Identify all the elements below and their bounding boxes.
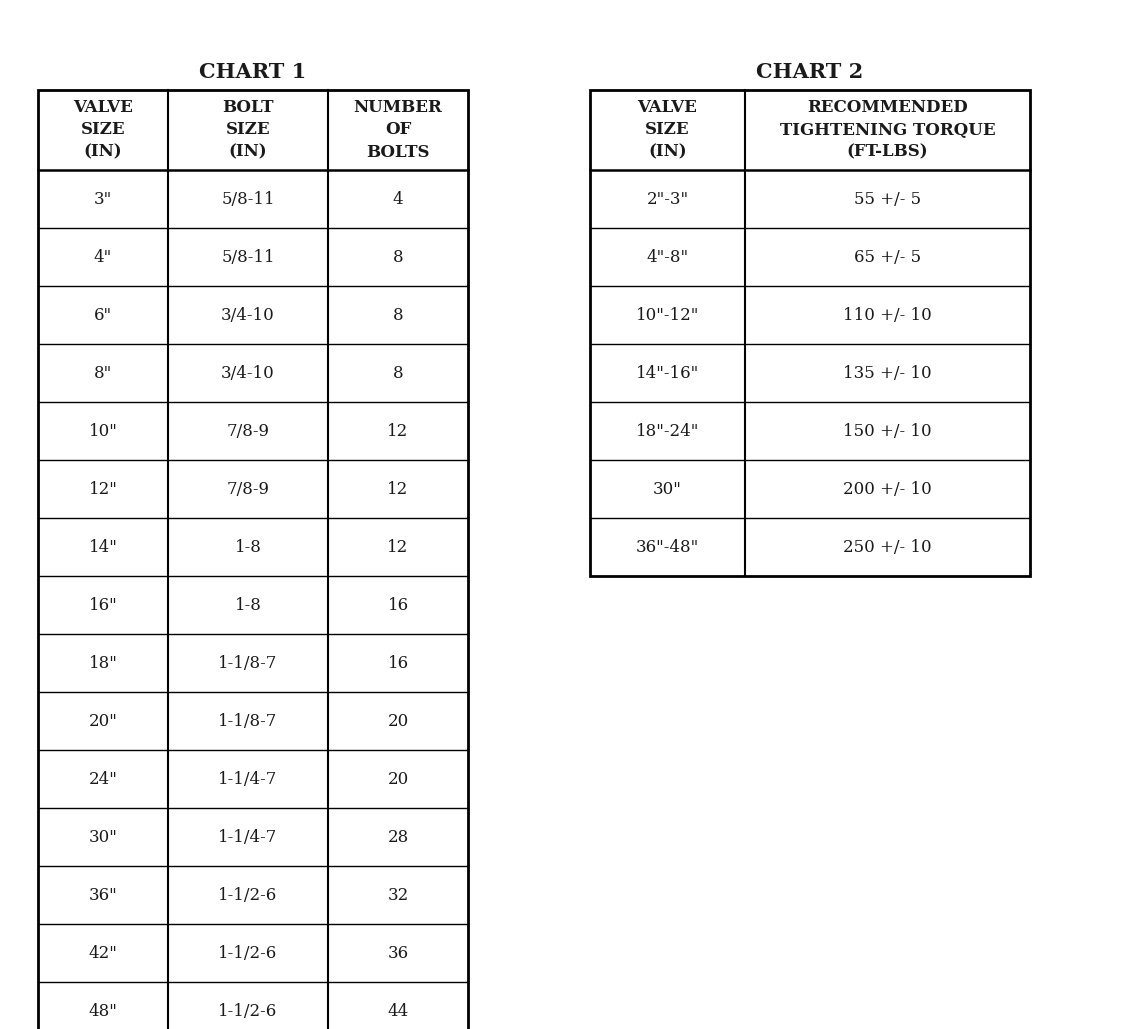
- Text: 1-1/4-7: 1-1/4-7: [218, 828, 277, 846]
- Text: NUMBER
OF
BOLTS: NUMBER OF BOLTS: [354, 100, 442, 161]
- Text: 5/8-11: 5/8-11: [221, 190, 275, 208]
- Text: 7/8-9: 7/8-9: [227, 481, 270, 497]
- Text: 135 +/- 10: 135 +/- 10: [843, 364, 932, 382]
- Text: RECOMMENDED
TIGHTENING TORQUE
(FT-LBS): RECOMMENDED TIGHTENING TORQUE (FT-LBS): [779, 100, 995, 161]
- Text: 250 +/- 10: 250 +/- 10: [843, 538, 932, 556]
- Bar: [38, 90, 468, 1029]
- Text: 1-1/2-6: 1-1/2-6: [218, 887, 277, 903]
- Text: 1-1/2-6: 1-1/2-6: [218, 1002, 277, 1020]
- Text: 14": 14": [89, 538, 118, 556]
- Text: 4"-8": 4"-8": [647, 248, 688, 265]
- Text: 10": 10": [89, 423, 118, 439]
- Text: 16: 16: [387, 597, 409, 613]
- Text: 18"-24": 18"-24": [636, 423, 700, 439]
- Text: VALVE
SIZE
(IN): VALVE SIZE (IN): [73, 100, 133, 161]
- Text: CHART 2: CHART 2: [757, 62, 864, 82]
- Text: 2"-3": 2"-3": [647, 190, 688, 208]
- Text: 10"-12": 10"-12": [636, 307, 700, 323]
- Text: 1-8: 1-8: [235, 597, 262, 613]
- Text: 1-1/8-7: 1-1/8-7: [218, 654, 277, 672]
- Text: 12: 12: [387, 538, 409, 556]
- Text: 6": 6": [94, 307, 112, 323]
- Text: 8: 8: [393, 307, 403, 323]
- Text: 1-8: 1-8: [235, 538, 262, 556]
- Text: 8: 8: [393, 364, 403, 382]
- Text: 44: 44: [387, 1002, 409, 1020]
- Text: 16": 16": [89, 597, 118, 613]
- Text: 3": 3": [94, 190, 112, 208]
- Text: 5/8-11: 5/8-11: [221, 248, 275, 265]
- Text: 42": 42": [89, 945, 118, 961]
- Text: 30": 30": [89, 828, 118, 846]
- Text: 8": 8": [94, 364, 112, 382]
- Text: 20": 20": [89, 712, 118, 730]
- Text: 1-1/4-7: 1-1/4-7: [218, 771, 277, 787]
- Text: 12: 12: [387, 481, 409, 497]
- Text: 30": 30": [654, 481, 682, 497]
- Text: 36": 36": [89, 887, 118, 903]
- Text: 36"-48": 36"-48": [636, 538, 700, 556]
- Text: 20: 20: [387, 712, 409, 730]
- Text: 7/8-9: 7/8-9: [227, 423, 270, 439]
- Text: 200 +/- 10: 200 +/- 10: [843, 481, 932, 497]
- Text: 1-1/2-6: 1-1/2-6: [218, 945, 277, 961]
- Text: 4: 4: [393, 190, 403, 208]
- Text: 32: 32: [387, 887, 409, 903]
- Text: 48": 48": [89, 1002, 118, 1020]
- Text: 65 +/- 5: 65 +/- 5: [853, 248, 921, 265]
- Text: 12": 12": [89, 481, 118, 497]
- Text: CHART 1: CHART 1: [200, 62, 307, 82]
- Text: 24": 24": [89, 771, 118, 787]
- Text: 16: 16: [387, 654, 409, 672]
- Text: 12: 12: [387, 423, 409, 439]
- Text: 4": 4": [94, 248, 112, 265]
- Text: 28: 28: [387, 828, 409, 846]
- Text: 110 +/- 10: 110 +/- 10: [843, 307, 932, 323]
- Text: 36: 36: [387, 945, 409, 961]
- Text: 3/4-10: 3/4-10: [221, 307, 275, 323]
- Text: 150 +/- 10: 150 +/- 10: [843, 423, 932, 439]
- Text: 20: 20: [387, 771, 409, 787]
- Text: 14"-16": 14"-16": [636, 364, 700, 382]
- Text: 8: 8: [393, 248, 403, 265]
- Text: 55 +/- 5: 55 +/- 5: [853, 190, 921, 208]
- Text: 3/4-10: 3/4-10: [221, 364, 275, 382]
- Text: 1-1/8-7: 1-1/8-7: [218, 712, 277, 730]
- Text: BOLT
SIZE
(IN): BOLT SIZE (IN): [222, 100, 274, 161]
- Bar: [590, 90, 1030, 576]
- Text: VALVE
SIZE
(IN): VALVE SIZE (IN): [638, 100, 697, 161]
- Text: 18": 18": [89, 654, 118, 672]
